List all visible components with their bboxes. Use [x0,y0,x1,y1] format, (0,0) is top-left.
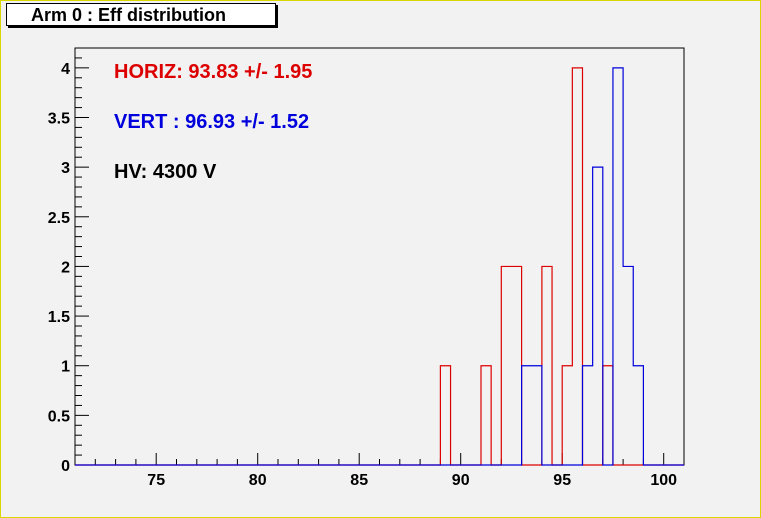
x-tick-label: 95 [553,472,571,489]
y-tick-label: 3.5 [48,111,70,128]
x-tick-label: 85 [350,472,368,489]
y-axis: 0 0.5 1 1.5 2 2.5 3 3.5 4 [48,47,89,475]
x-tick-label: 75 [147,472,165,489]
y-tick-label: 0.5 [48,408,70,425]
annotation-horiz: HORIZ: 93.83 +/- 1.95 [114,61,312,83]
y-tick-label: 0 [61,458,70,475]
y-tick-label: 4 [61,61,70,78]
chart-title: Arm 0 : Eff distribution [6,3,276,26]
x-tick-label: 90 [452,472,470,489]
y-tick-label: 1.5 [48,309,70,326]
x-tick-label: 80 [249,472,267,489]
x-tick-label: 100 [650,472,677,489]
y-tick-label: 1 [61,359,70,376]
annotation-vert: VERT : 96.93 +/- 1.52 [114,111,309,133]
y-tick-label: 2.5 [48,210,70,227]
annotation-hv: HV: 4300 V [114,161,217,183]
y-tick-label: 2 [61,259,70,276]
series-layer [75,67,684,466]
series-vert-histogram [75,67,684,466]
y-tick-label: 3 [61,160,70,177]
